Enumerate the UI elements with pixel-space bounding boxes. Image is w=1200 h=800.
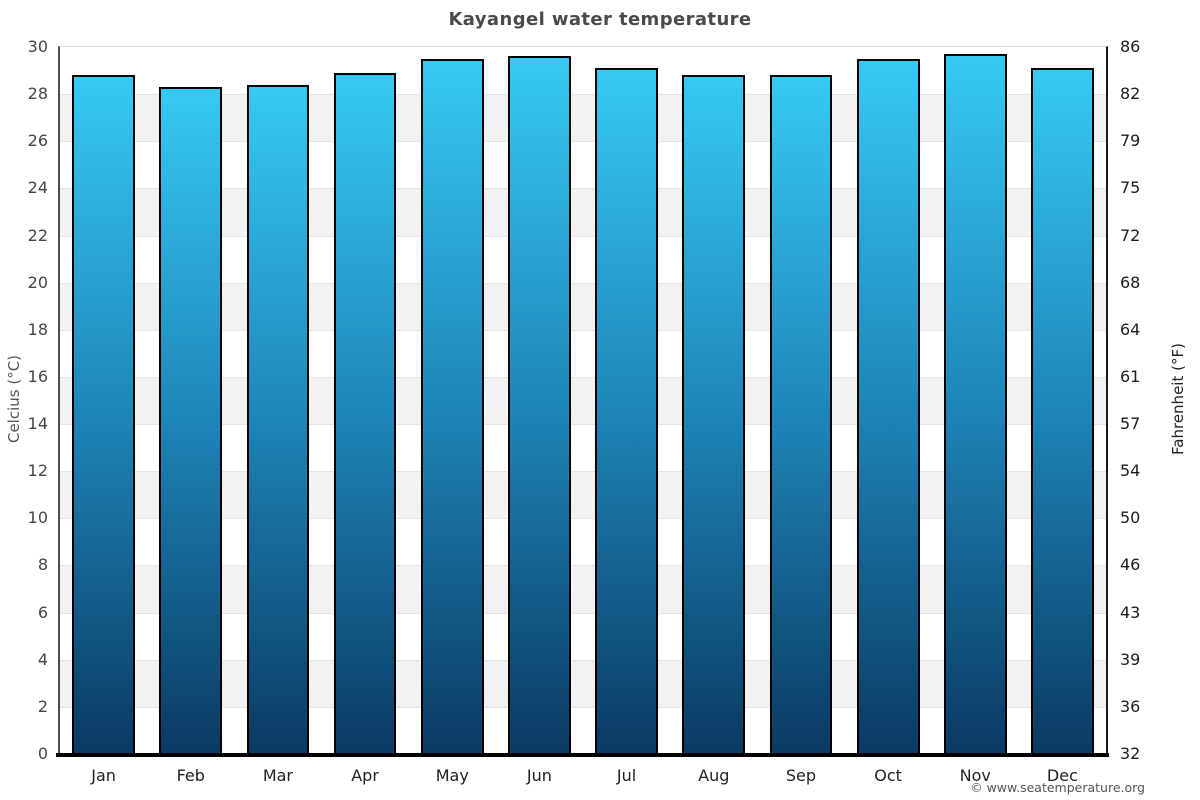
- y-tick-label-celsius: 12: [27, 461, 48, 481]
- x-tick-label-month: Oct: [874, 766, 902, 785]
- x-tick-label-month: Jul: [616, 766, 637, 785]
- y-tick-label-celsius: 2: [37, 696, 48, 716]
- gridline: [60, 424, 1106, 426]
- bar-slot: [583, 47, 670, 754]
- bars-container: [60, 47, 1106, 754]
- y-tick-label-fahrenheit: 32: [1120, 744, 1141, 763]
- y-tick-label-fahrenheit: 72: [1120, 225, 1141, 245]
- x-axis-baseline: [56, 753, 1109, 757]
- temperature-bar: [856, 58, 920, 754]
- y-tick-label-celsius: 14: [27, 414, 48, 434]
- bar-slot: [496, 47, 583, 754]
- x-tick-label-month: Nov: [959, 766, 991, 785]
- bar-slot: [147, 47, 234, 754]
- bar-slot: [845, 47, 932, 754]
- gridline: [60, 706, 1106, 708]
- y-tick-label-fahrenheit: 64: [1120, 319, 1141, 339]
- temperature-bar: [159, 87, 223, 754]
- footer-attribution: © www.seatemperature.org: [970, 780, 1145, 795]
- temperature-bar: [72, 75, 135, 754]
- gridline: [60, 565, 1106, 567]
- y-tick-label-fahrenheit: 43: [1120, 602, 1141, 622]
- y-tick-label-celsius: 4: [37, 649, 48, 669]
- y-tick-label-fahrenheit: 75: [1120, 178, 1141, 198]
- bar-slot: [670, 47, 757, 754]
- gridline: [60, 282, 1106, 284]
- gridline: [60, 235, 1106, 237]
- y-tick-label-celsius: 30: [27, 37, 48, 56]
- y-tick-label-celsius: 8: [37, 555, 48, 575]
- y-tick-label-fahrenheit: 50: [1120, 508, 1141, 528]
- x-tick-label-month: Mar: [262, 766, 293, 785]
- bar-slot: [757, 47, 844, 754]
- y-axis-right-title: Fahrenheit (°F): [1169, 343, 1187, 455]
- temperature-bar: [333, 72, 397, 754]
- gridline: [60, 612, 1106, 614]
- grid-band: [60, 94, 1106, 142]
- y-tick-label-fahrenheit: 82: [1120, 84, 1141, 104]
- grid-band: [60, 471, 1106, 519]
- grid-band: [60, 282, 1106, 330]
- grid-band: [60, 188, 1106, 236]
- y-tick-label-celsius: 24: [27, 178, 48, 198]
- y-tick-label-celsius: 0: [37, 744, 48, 763]
- y-tick-label-celsius: 18: [27, 319, 48, 339]
- bar-slot: [409, 47, 496, 754]
- chart-title: Kayangel water temperature: [448, 9, 752, 30]
- bar-slot: [60, 47, 147, 754]
- temperature-bar: [769, 75, 833, 754]
- temperature-bar: [246, 84, 310, 754]
- x-tick-label-month: Jan: [91, 766, 116, 785]
- temperature-bar: [508, 56, 571, 754]
- y-tick-label-celsius: 10: [27, 508, 48, 528]
- y-tick-label-fahrenheit: 54: [1120, 461, 1141, 481]
- y-tick-label-celsius: 28: [27, 84, 48, 104]
- plot-area: 30 28 26 24 22 20 18 16 14 12 10 8 6 4 2 0 86 82 79 75 72 68…: [28, 39, 1141, 786]
- y-tick-label-celsius: 20: [27, 272, 48, 292]
- x-tick-label-month: Sep: [785, 766, 816, 785]
- y-tick-label-fahrenheit: 46: [1120, 555, 1141, 575]
- bar-slot: [322, 47, 409, 754]
- temperature-bar: [943, 54, 1007, 754]
- x-tick-label-month: Aug: [698, 766, 730, 785]
- gridline: [60, 659, 1106, 661]
- gridline: [60, 94, 1106, 96]
- temperature-bar: [420, 58, 484, 754]
- x-tick-label-month: Jun: [526, 766, 552, 785]
- gridline: [60, 471, 1106, 473]
- grid-band: [60, 376, 1106, 425]
- y-tick-label-celsius: 26: [27, 131, 48, 151]
- grid-band: [60, 659, 1106, 707]
- x-tick-label-month: Feb: [176, 766, 205, 785]
- temperature-bar: [682, 75, 746, 754]
- grid-band: [60, 565, 1106, 613]
- y-tick-label-fahrenheit: 57: [1120, 414, 1141, 434]
- y-tick-label-fahrenheit: 68: [1120, 272, 1141, 292]
- y-tick-label-fahrenheit: 86: [1120, 37, 1141, 56]
- gridline: [60, 329, 1106, 331]
- temperature-bar: [595, 68, 658, 754]
- gridline: [60, 376, 1106, 378]
- gridline: [60, 188, 1106, 190]
- y-tick-label-fahrenheit: 36: [1120, 696, 1141, 716]
- y-tick-label-fahrenheit: 39: [1120, 649, 1141, 669]
- gridline: [60, 141, 1106, 143]
- y-tick-label-fahrenheit: 79: [1120, 131, 1141, 151]
- y-tick-label-celsius: 22: [27, 225, 48, 245]
- bar-slot: [1019, 47, 1106, 754]
- y-tick-label-celsius: 6: [37, 602, 48, 622]
- bar-slot: [932, 47, 1019, 754]
- y-tick-label-fahrenheit: 61: [1120, 366, 1141, 386]
- bar-slot: [234, 47, 321, 754]
- y-tick-label-celsius: 16: [27, 366, 48, 386]
- temperature-bar: [1031, 68, 1094, 754]
- gridline: [60, 518, 1106, 520]
- x-tick-label-month: Apr: [351, 766, 379, 785]
- x-tick-label-month: May: [435, 766, 469, 785]
- x-tick-label-month: Dec: [1046, 766, 1078, 785]
